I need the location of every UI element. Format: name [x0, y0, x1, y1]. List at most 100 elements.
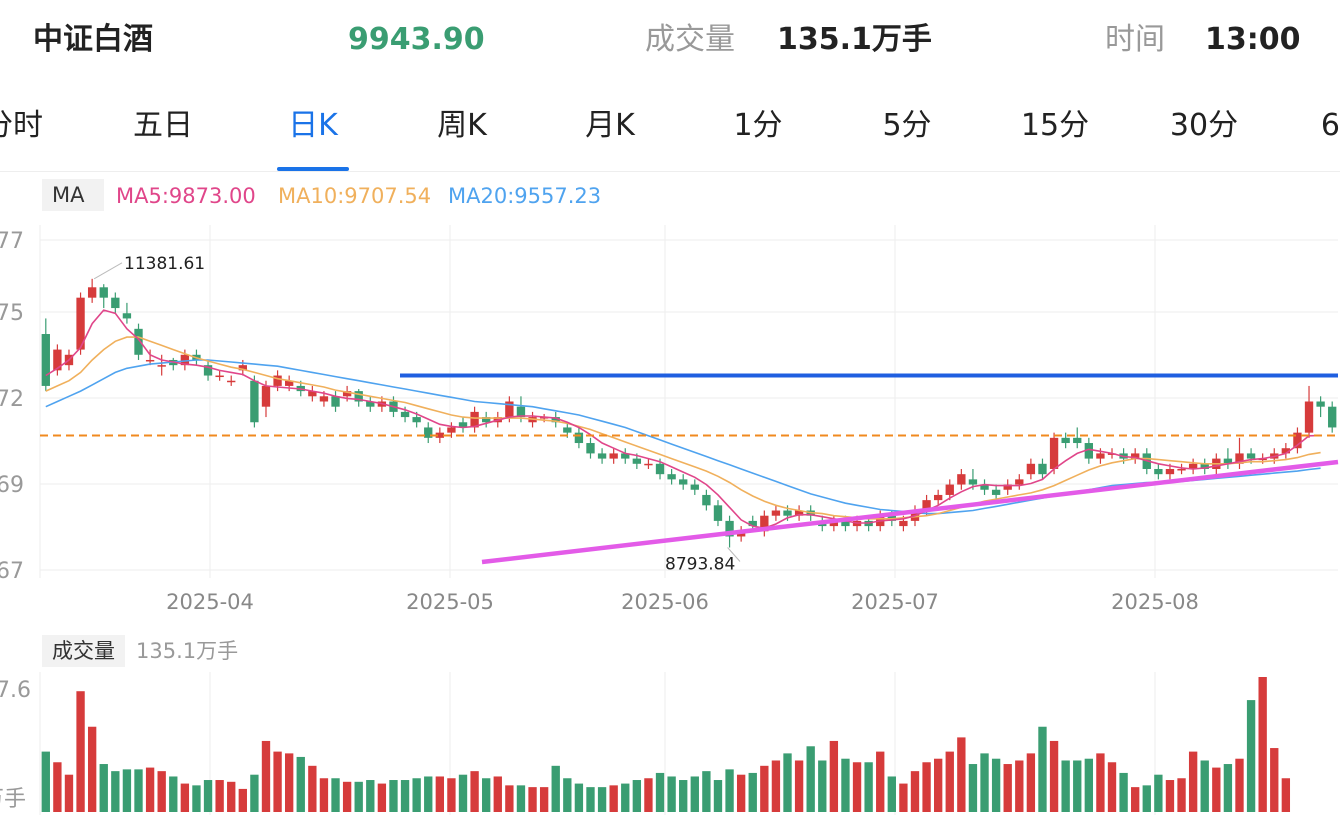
volume-bar: [1188, 751, 1198, 812]
candle-body: [713, 505, 723, 521]
candle-body: [99, 287, 108, 298]
tab-monthly-k[interactable]: 月K: [585, 108, 635, 143]
y-tick-label: 72: [0, 387, 24, 412]
volume-bar: [250, 774, 259, 812]
candle-body: [991, 489, 1001, 495]
volume-bar: [215, 780, 224, 812]
volume-bar: [818, 760, 827, 812]
volume-bar: [1235, 758, 1244, 812]
ma5-line: [45, 309, 1321, 530]
candle-body: [621, 453, 630, 459]
volume-top-tick: 7.6: [0, 678, 31, 703]
quote-header: 中证白酒 9943.90 成交量 135.1万手 时间 13:00: [0, 0, 1340, 80]
volume-bar: [690, 776, 699, 812]
x-tick-label: 2025-05: [406, 590, 494, 614]
candle-body: [424, 427, 433, 438]
volume-bar: [609, 785, 618, 812]
candle-body: [157, 365, 166, 367]
candle-body: [563, 427, 572, 433]
candle-body: [284, 380, 294, 386]
volume-bar: [99, 764, 108, 812]
volume-bar: [238, 788, 247, 812]
candle-body: [1131, 453, 1140, 459]
x-tick-label: 2025-06: [621, 590, 709, 614]
ma5-legend: MA5:9873.00: [116, 184, 256, 208]
candle-body: [609, 453, 618, 459]
tab-1min[interactable]: 1分: [733, 108, 783, 143]
candle-body: [400, 411, 410, 418]
volume-bar: [760, 765, 769, 812]
candle-body: [319, 396, 329, 402]
volume-label: 成交量: [645, 22, 735, 57]
volume-bar: [713, 780, 723, 812]
indicator-selector[interactable]: MA: [42, 179, 104, 211]
candle-body: [597, 453, 607, 459]
volume-bar: [424, 776, 433, 812]
volume-bar: [574, 783, 584, 812]
volume-bar: [1119, 772, 1128, 812]
tab-30min[interactable]: 30分: [1169, 108, 1239, 143]
candle-body: [922, 500, 931, 511]
volume-bar: [122, 769, 132, 812]
candle-body: [1304, 401, 1314, 433]
tab-15min[interactable]: 15分: [1020, 108, 1090, 143]
volume-bar: [632, 780, 642, 812]
y-tick-label: 77: [0, 229, 24, 254]
candle-body: [1003, 484, 1012, 490]
candle-body: [1188, 463, 1198, 469]
volume-bar: [1246, 700, 1256, 812]
candlesticks: [41, 278, 1337, 548]
volume-bar: [435, 776, 445, 812]
volume-bar: [876, 751, 885, 812]
volume-bar: [505, 785, 514, 812]
candle-body: [644, 463, 653, 466]
candle-body: [412, 417, 421, 423]
volume-bar: [296, 756, 305, 812]
trend-lines: [40, 373, 1339, 565]
volume-bar: [180, 783, 190, 812]
volume-bar: [945, 751, 954, 812]
volume-bar: [169, 776, 178, 812]
volume-bar: [493, 776, 502, 812]
time-label: 时间: [1105, 22, 1165, 57]
tab-5min[interactable]: 5分: [882, 108, 932, 143]
candle-body: [458, 422, 468, 428]
volume-bar: [991, 758, 1001, 812]
candle-body: [87, 287, 97, 298]
candle-body: [1061, 437, 1070, 444]
volume-bar: [922, 762, 931, 812]
volume-bar: [679, 780, 688, 812]
candle-body: [1096, 453, 1105, 459]
candle-body: [1316, 401, 1325, 407]
volume-bar: [227, 781, 236, 812]
tab-five-day[interactable]: 五日: [133, 108, 193, 143]
candle-body: [1281, 448, 1291, 454]
candle-body: [748, 520, 757, 527]
candle-body: [1223, 458, 1233, 464]
volume-bar: [1270, 748, 1279, 812]
volume-bar: [736, 774, 746, 812]
candle-body: [1049, 437, 1059, 469]
tab-daily-k[interactable]: 日K: [288, 108, 338, 143]
volume-bar: [1073, 760, 1082, 812]
volume-bar: [1258, 677, 1267, 812]
active-tab-underline: [277, 167, 349, 171]
volume-bar: [64, 774, 74, 812]
y-tick-label: 75: [0, 301, 24, 326]
x-tick-label: 2025-07: [851, 590, 939, 614]
candle-body: [574, 432, 584, 444]
volume-bar: [1131, 787, 1140, 812]
tab-60min[interactable]: 60: [1320, 108, 1340, 143]
x-tick-label: 2025-04: [166, 590, 254, 614]
volume-bar: [980, 753, 989, 812]
candle-body: [1177, 468, 1186, 471]
volume-bar: [1049, 740, 1059, 812]
tab-weekly-k[interactable]: 周K: [437, 108, 487, 143]
volume-bar: [910, 771, 920, 812]
volume-bar: [273, 751, 282, 812]
volume-bar: [366, 780, 375, 812]
candle-body: [1073, 437, 1082, 444]
tab-intraday[interactable]: 分时: [0, 108, 43, 143]
candle-body: [1026, 463, 1036, 475]
